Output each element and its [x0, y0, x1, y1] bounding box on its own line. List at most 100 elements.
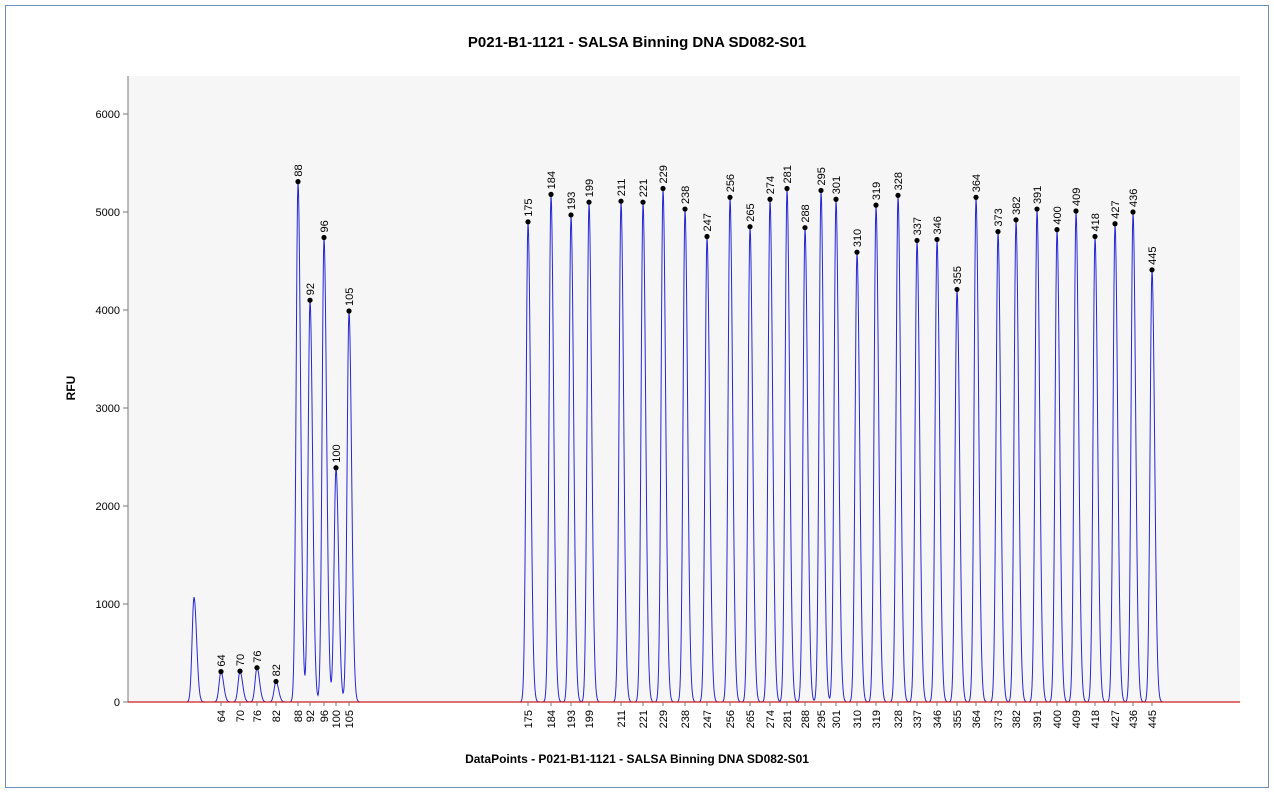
- x-tick-label: 64: [216, 710, 228, 722]
- peak-label: 409: [1071, 188, 1083, 206]
- x-tick-label: 346: [932, 710, 944, 728]
- peak-label: 199: [584, 179, 596, 197]
- x-tick-label: 238: [680, 710, 692, 728]
- peak-marker: [346, 308, 352, 314]
- peak-label: 70: [235, 654, 247, 666]
- peak-label: 427: [1110, 200, 1122, 218]
- x-tick-label: 247: [702, 710, 714, 728]
- x-tick-label: 92: [305, 710, 317, 722]
- peak-label: 310: [852, 229, 864, 247]
- peak-label: 445: [1147, 246, 1159, 264]
- plot-area: [128, 76, 1240, 702]
- x-tick-labels: 64 70 76 82 88 92 96 100 105 175 184 193 199 211 221 22…: [216, 702, 1159, 728]
- peak-marker: [640, 199, 646, 205]
- y-axis-title: RFU: [64, 375, 78, 401]
- y-tick-label: 4000: [96, 305, 120, 317]
- trace-layer: [128, 181, 1240, 703]
- peak-marker: [914, 237, 920, 244]
- peak-marker: [833, 196, 839, 202]
- peak-marker: [767, 196, 773, 202]
- peak-layer: 64 70 76 82 88 92 96 100 105 175 184 193 199 211 221 22…: [216, 164, 1159, 685]
- peak-marker: [525, 219, 531, 225]
- peak-label: 265: [745, 203, 757, 221]
- peak-marker: [273, 678, 279, 685]
- peak-marker: [802, 225, 808, 231]
- peak-marker: [682, 206, 688, 212]
- peak-label: 211: [616, 179, 628, 197]
- x-tick-label: 310: [852, 710, 864, 728]
- peak-marker: [1054, 227, 1060, 233]
- y-tick-label: 5000: [96, 207, 120, 219]
- peak-marker: [254, 665, 260, 671]
- axes: 0 1000 2000 3000 4000 5000 6000: [96, 76, 129, 709]
- peak-marker: [237, 668, 243, 674]
- peak-label: 256: [725, 174, 737, 192]
- y-tick-label: 3000: [96, 403, 120, 415]
- peak-marker: [747, 224, 753, 230]
- x-tick-label: 328: [893, 710, 905, 728]
- peak-marker: [873, 202, 879, 208]
- x-tick-label: 337: [912, 710, 924, 728]
- x-tick-label: 400: [1052, 710, 1064, 728]
- x-tick-label: 229: [658, 710, 670, 728]
- peak-label: 238: [680, 186, 692, 204]
- peak-label: 295: [816, 167, 828, 185]
- peak-marker: [1092, 233, 1098, 240]
- x-tick-label: 82: [271, 710, 283, 722]
- x-tick-label: 364: [971, 710, 983, 728]
- peak-marker: [1130, 209, 1136, 215]
- peak-label: 274: [765, 176, 777, 194]
- peak-label: 382: [1011, 196, 1023, 214]
- x-axis-title: DataPoints - P021-B1-1121 - SALSA Binnin…: [465, 752, 809, 766]
- peak-marker: [854, 249, 860, 255]
- peak-label: 175: [523, 198, 535, 216]
- peak-marker: [973, 194, 979, 200]
- peak-marker: [1013, 217, 1019, 223]
- peak-marker: [548, 191, 554, 197]
- peak-label: 229: [658, 165, 670, 183]
- peak-label: 76: [252, 650, 264, 662]
- peak-marker: [295, 179, 301, 185]
- peak-label: 64: [216, 654, 228, 666]
- peak-marker: [818, 187, 824, 194]
- y-tick-label: 6000: [96, 109, 120, 121]
- peak-label: 355: [952, 266, 964, 284]
- x-tick-label: 427: [1110, 710, 1122, 728]
- peak-marker: [660, 185, 666, 192]
- peak-marker: [218, 669, 224, 675]
- x-tick-label: 281: [782, 710, 794, 728]
- peak-label: 82: [271, 664, 283, 676]
- y-tick-label: 1000: [96, 599, 120, 611]
- peak-label: 436: [1128, 189, 1140, 207]
- peak-marker: [307, 297, 313, 303]
- peak-label: 418: [1090, 213, 1102, 231]
- x-tick-label: 199: [584, 710, 596, 728]
- x-tick-label: 265: [745, 710, 757, 728]
- x-tick-label: 436: [1128, 710, 1140, 728]
- peak-label: 92: [305, 283, 317, 295]
- peak-marker: [1112, 221, 1118, 227]
- x-tick-label: 301: [831, 710, 843, 728]
- peak-marker: [618, 198, 624, 204]
- peak-marker: [586, 199, 592, 205]
- x-tick-label: 288: [800, 710, 812, 728]
- peak-label: 364: [971, 174, 983, 192]
- peak-marker: [568, 212, 574, 218]
- peak-marker: [895, 192, 901, 198]
- peak-label: 88: [293, 164, 305, 176]
- peak-marker: [995, 229, 1001, 235]
- x-tick-label: 100: [331, 710, 343, 728]
- x-tick-label: 221: [638, 710, 650, 728]
- peak-marker: [727, 194, 733, 200]
- peak-label: 400: [1052, 206, 1064, 224]
- x-tick-label: 274: [765, 710, 777, 728]
- x-tick-label: 382: [1011, 710, 1023, 728]
- x-tick-label: 391: [1032, 710, 1044, 728]
- peak-label: 288: [800, 204, 812, 222]
- chart-title: P021-B1-1121 - SALSA Binning DNA SD082-S…: [467, 34, 807, 51]
- y-tick-label: 0: [114, 697, 120, 709]
- peak-label: 281: [782, 165, 794, 183]
- peak-marker: [1034, 206, 1040, 212]
- peak-label: 328: [893, 172, 905, 190]
- x-tick-label: 70: [235, 710, 247, 722]
